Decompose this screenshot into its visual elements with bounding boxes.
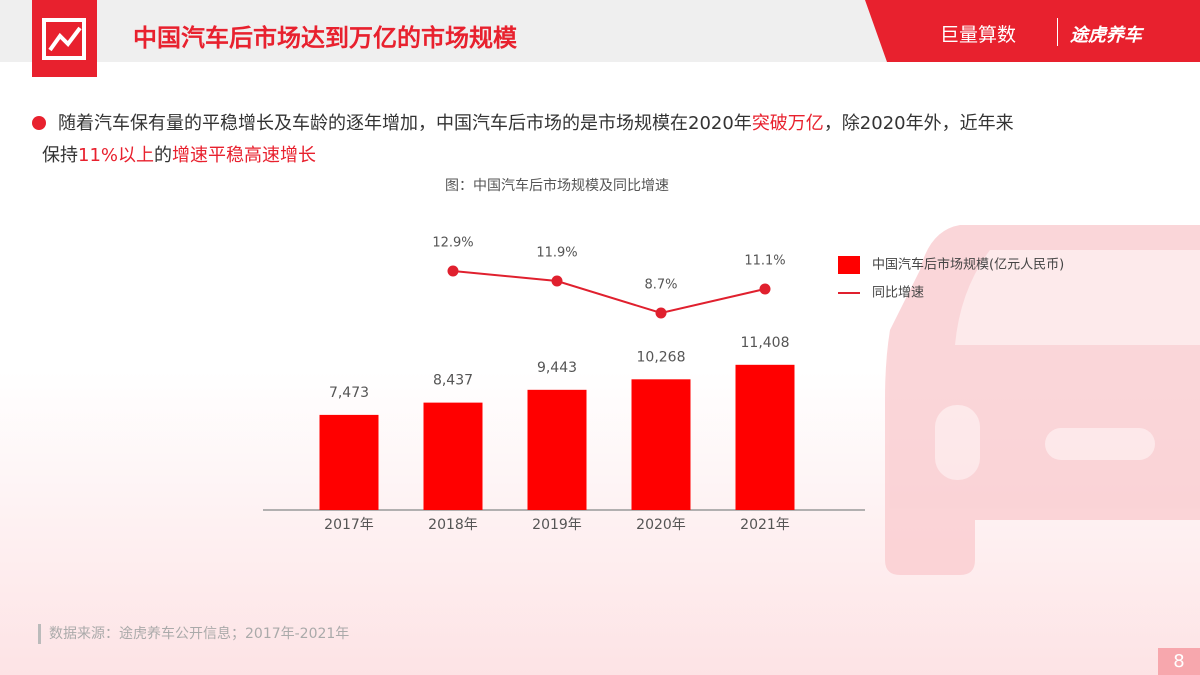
title: 中国汽车后市场达到万亿的市场规模 bbox=[133, 24, 517, 52]
bar bbox=[631, 379, 691, 510]
logo: 途虎养车 bbox=[1070, 25, 1142, 46]
legend-label: 中国汽车后市场规模(亿元人民币) bbox=[872, 257, 1064, 273]
data-label: 7,473 bbox=[329, 385, 369, 401]
text: 的 bbox=[154, 145, 173, 166]
bar bbox=[735, 364, 795, 510]
x-tick-label: 2021年 bbox=[740, 517, 790, 533]
data-label: 11.9% bbox=[536, 246, 577, 261]
brand-box bbox=[865, 0, 1200, 62]
source-note: 数据来源：途虎养车公开信息；2017年-2021年 bbox=[38, 624, 349, 644]
line-point bbox=[759, 283, 771, 295]
line bbox=[452, 270, 766, 315]
data-label: 12.9% bbox=[432, 236, 473, 251]
x-tick-label: 2018年 bbox=[428, 517, 478, 533]
text: 保持 bbox=[42, 145, 78, 166]
logo-separator bbox=[1057, 18, 1058, 46]
bullet: 随着汽车保有量的平稳增长及车龄的逐年增加，中国汽车后市场的是市场规模在2020年… bbox=[32, 108, 1136, 172]
logo: 巨量算数 bbox=[940, 24, 1017, 46]
chart-title: 图：中国汽车后市场规模及同比增速 bbox=[445, 177, 669, 194]
bar bbox=[319, 414, 379, 510]
icon-box bbox=[32, 0, 97, 77]
bar bbox=[527, 389, 587, 510]
data-label: 8,437 bbox=[433, 373, 473, 389]
page-number: 8 bbox=[1158, 648, 1200, 675]
data-label: 8.7% bbox=[644, 278, 677, 293]
data-label: 11,408 bbox=[741, 335, 790, 351]
chart-icon bbox=[42, 18, 86, 60]
highlight-text: 增速平稳高速增长 bbox=[172, 145, 317, 166]
line-point bbox=[551, 275, 563, 287]
data-label: 11.1% bbox=[744, 254, 785, 269]
bar bbox=[423, 402, 483, 510]
bullet-dot bbox=[32, 116, 46, 130]
legend-label: 同比增速 bbox=[872, 286, 924, 301]
highlight-text: 突破万亿 bbox=[751, 113, 824, 134]
car-silhouette bbox=[885, 225, 1200, 575]
legend-swatch bbox=[838, 256, 860, 274]
text: ，除2020年外，近年来 bbox=[823, 113, 1014, 134]
bullet-line: 随着汽车保有量的平稳增长及车龄的逐年增加，中国汽车后市场的是市场规模在2020年… bbox=[58, 108, 1136, 140]
bullet-line: 保持11%以上的增速平稳高速增长 bbox=[42, 140, 1136, 172]
x-tick-label: 2017年 bbox=[324, 517, 374, 533]
line-point bbox=[447, 265, 459, 277]
data-label: 10,268 bbox=[637, 349, 686, 365]
x-tick-label: 2019年 bbox=[532, 517, 582, 533]
data-label: 9,443 bbox=[537, 360, 577, 376]
x-tick-label: 2020年 bbox=[636, 517, 686, 533]
line-point bbox=[655, 307, 667, 319]
text: 随着汽车保有量的平稳增长及车龄的逐年增加，中国汽车后市场的是市场规模在2020年 bbox=[58, 113, 752, 134]
highlight-text: 11%以上 bbox=[78, 145, 155, 166]
